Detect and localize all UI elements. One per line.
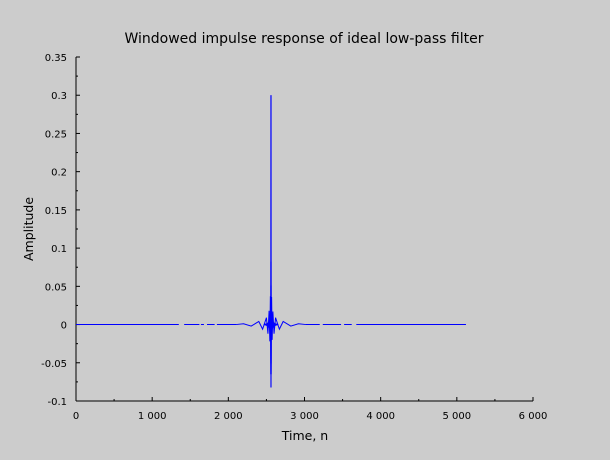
- plot-area: [76, 95, 466, 388]
- y-tick-label: 0.3: [51, 91, 67, 102]
- x-tick-label: 4 000: [366, 411, 395, 422]
- y-tick-label: 0.2: [51, 168, 67, 179]
- x-tick-label: 2 000: [214, 411, 243, 422]
- y-tick-label: 0.35: [45, 53, 67, 64]
- chart-title: Windowed impulse response of ideal low-p…: [124, 31, 483, 47]
- x-tick-label: 0: [73, 411, 79, 422]
- x-tick-label: 5 000: [443, 411, 472, 422]
- x-axis-label: Time, n: [281, 428, 328, 443]
- y-axis-label: Amplitude: [21, 197, 36, 261]
- y-tick-label: 0.25: [45, 129, 67, 140]
- y-tick-label: 0.1: [51, 244, 67, 255]
- y-tick-label: 0.05: [45, 282, 67, 293]
- y-tick-label: -0.1: [47, 397, 67, 408]
- y-tick-label: 0.15: [45, 206, 67, 217]
- x-tick-label: 6 000: [519, 411, 548, 422]
- x-tick-label: 1 000: [138, 411, 167, 422]
- y-tick-label: -0.05: [41, 359, 67, 370]
- series-line: [76, 95, 466, 375]
- y-tick-label: 0: [61, 321, 67, 332]
- axes: -0.1 -0.05 0 0.05 0.1 0.15 0.2 0.25 0.3 0.35 0 1 00…: [41, 53, 547, 422]
- x-tick-label: 3 000: [290, 411, 319, 422]
